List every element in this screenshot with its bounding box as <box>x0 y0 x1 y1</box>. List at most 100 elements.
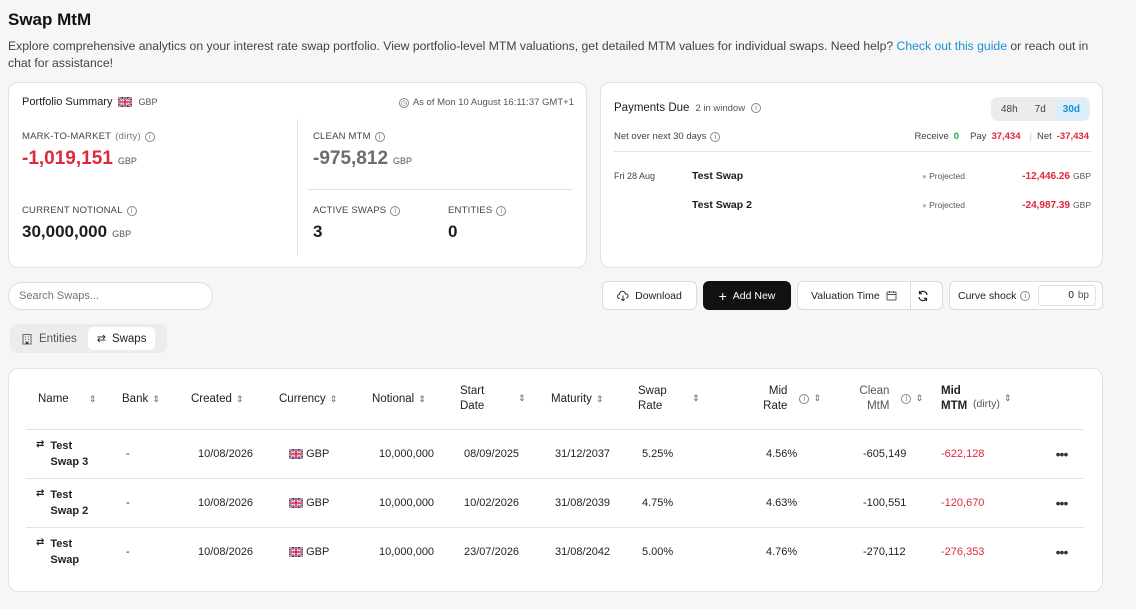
shock-value: 0 <box>1068 290 1074 301</box>
swap-name[interactable]: Test Swap 2 <box>50 488 89 517</box>
uk-flag-icon <box>289 448 303 459</box>
swap-rate-cell: 5.25% <box>638 429 730 479</box>
curve-shock-control: Curve shock i 0 bp <box>949 281 1103 310</box>
bank-cell: - <box>122 478 191 528</box>
payment-status: Projected <box>929 171 965 181</box>
start-date-cell: 10/02/2026 <box>460 478 551 528</box>
info-icon[interactable]: i <box>710 131 721 142</box>
info-icon[interactable]: i <box>799 393 810 404</box>
info-icon[interactable]: i <box>126 205 137 216</box>
start-date-cell: 23/07/2026 <box>464 545 520 558</box>
currency-cell: GBP <box>279 478 372 528</box>
col-bank[interactable]: Bank ⇕ <box>122 369 191 430</box>
swap-name[interactable]: Test Swap 3 <box>50 439 89 468</box>
created-cell: 10/08/2026 <box>191 429 279 479</box>
swap-name[interactable]: Test Swap <box>50 537 80 566</box>
valuation-time-picker[interactable]: Valuation Time <box>797 281 943 310</box>
col-start-date[interactable]: Start Date ⇕ <box>460 369 551 430</box>
pay-value: 37,434 <box>991 131 1021 142</box>
mid-mtm-cell: -276,353 <box>941 545 985 558</box>
col-maturity[interactable]: Maturity ⇕ <box>551 369 638 430</box>
table-row[interactable]: ⇄ Test Swap 3 -10/08/2026 GBP 10,000,000 08/… <box>26 429 1084 479</box>
active-swaps-value: 3 <box>313 222 323 241</box>
notional-cell: 10,000,000 <box>372 478 460 528</box>
cloud-download-icon <box>617 290 629 301</box>
info-icon[interactable]: i <box>901 393 912 404</box>
payment-swap-name: Test Swap 2 <box>692 199 752 211</box>
entities-label: ENTITIES i <box>448 205 507 216</box>
info-icon[interactable]: i <box>374 131 385 142</box>
more-options-icon[interactable]: ••• <box>1039 478 1084 528</box>
curve-shock-input[interactable]: 0 bp <box>1038 285 1096 306</box>
more-options-icon[interactable]: ••• <box>1039 429 1084 479</box>
net-value: -37,434 <box>1056 131 1089 142</box>
notional-cell: 10,000,000 <box>379 545 435 558</box>
tab-30d[interactable]: 30d <box>1054 99 1088 119</box>
more-options-icon[interactable]: ••• <box>1055 543 1069 560</box>
mtm-ccy: GBP <box>117 156 137 166</box>
bank-cell: - <box>126 545 130 558</box>
payments-list: Fri 28 Aug Test Swap ● Projected -12,446… <box>614 169 1091 212</box>
mtm-label: MARK-TO-MARKET (dirty) i <box>22 131 155 142</box>
plus-icon: + <box>718 287 727 304</box>
col-created[interactable]: Created ⇕ <box>191 369 279 430</box>
payment-row[interactable]: Test Swap 2 ● Projected -24,987.39 GBP <box>692 199 1091 211</box>
page-description: Explore comprehensive analytics on your … <box>8 38 1098 71</box>
currency-cell: GBP <box>279 527 372 576</box>
guide-link[interactable]: Check out this guide <box>896 39 1007 53</box>
clean-mtm-label: CLEAN MTM i <box>313 131 412 142</box>
col-mid-rate[interactable]: Mid Rate i ⇕ <box>730 369 829 430</box>
receive-label: Receive <box>914 131 949 142</box>
payment-row[interactable]: Fri 28 Aug Test Swap ● Projected -12,446… <box>614 170 1091 182</box>
payments-title: Payments Due <box>614 102 690 114</box>
payment-status: Projected <box>929 200 965 210</box>
active-swaps-label: ACTIVE SWAPS i <box>313 205 401 216</box>
uk-flag-icon <box>118 97 133 107</box>
payment-date: Fri 28 Aug <box>614 171 656 181</box>
maturity-cell: 31/08/2042 <box>555 545 611 558</box>
download-button[interactable]: Download <box>602 281 697 310</box>
notional-ccy: GBP <box>112 229 132 239</box>
clean-ccy: GBP <box>393 156 413 166</box>
desc-text-end: or reach out in chat for assistance! <box>8 39 1089 70</box>
tab-48h[interactable]: 48h <box>1000 103 1018 115</box>
info-icon[interactable]: i <box>496 205 507 216</box>
entities-value: 0 <box>448 222 458 241</box>
uk-flag-icon <box>289 497 303 508</box>
refresh-icon[interactable] <box>917 290 929 302</box>
col-currency[interactable]: Currency ⇕ <box>279 369 372 430</box>
currency-cell: GBP <box>279 429 372 479</box>
table-row[interactable]: ⇄ Test Swap - 10/08/2026 GBP 10,000,000 23/07… <box>26 527 1084 576</box>
net-period-label: Net over next 30 days <box>614 131 707 142</box>
info-icon[interactable]: i <box>1020 290 1031 301</box>
tab-swaps[interactable]: ⇄ Swaps <box>87 327 156 350</box>
swaps-table: Name ⇕ Bank ⇕ Created ⇕ Currency ⇕ Notional ⇕… <box>26 369 1084 576</box>
tab-entities[interactable]: Entities <box>13 327 85 350</box>
search-input[interactable] <box>8 282 213 310</box>
notional-cell: 10,000,000 <box>372 429 460 479</box>
info-icon[interactable]: i <box>390 205 401 216</box>
add-new-label: Add New <box>732 289 776 302</box>
net-label: Net <box>1036 131 1052 142</box>
col-notional[interactable]: Notional ⇕ <box>372 369 460 430</box>
summary-currency: GBP <box>138 97 158 107</box>
maturity-cell: 31/12/2037 <box>551 429 638 479</box>
summary-title: Portfolio Summary <box>22 96 113 108</box>
col-swap-rate[interactable]: Swap Rate ⇕ <box>638 369 730 430</box>
add-new-button[interactable]: + Add New <box>703 281 791 310</box>
col-clean-mtm[interactable]: Clean MtM i ⇕ <box>829 369 929 430</box>
col-mid-mtm[interactable]: Mid MTM (dirty) ⇕ <box>929 369 1039 430</box>
tab-7d[interactable]: 7d <box>1034 103 1046 115</box>
swap-rate-cell: 5.00% <box>642 545 674 558</box>
calendar-icon[interactable] <box>886 290 897 301</box>
info-icon[interactable]: i <box>144 131 155 142</box>
col-name[interactable]: Name ⇕ <box>26 369 122 430</box>
info-icon[interactable]: i <box>751 103 762 113</box>
portfolio-summary-card: Portfolio Summary GBP ◷ As of Mon 10 Aug… <box>8 82 587 268</box>
uk-flag-icon <box>289 546 303 557</box>
payment-ccy: GBP <box>1073 200 1091 210</box>
pay-label: Pay <box>970 131 987 142</box>
page-title: Swap MtM <box>8 10 92 29</box>
swap-arrows-icon: ⇄ <box>36 487 45 499</box>
table-row[interactable]: ⇄ Test Swap 2 -10/08/2026 GBP 10,000,000 10/… <box>26 478 1084 528</box>
